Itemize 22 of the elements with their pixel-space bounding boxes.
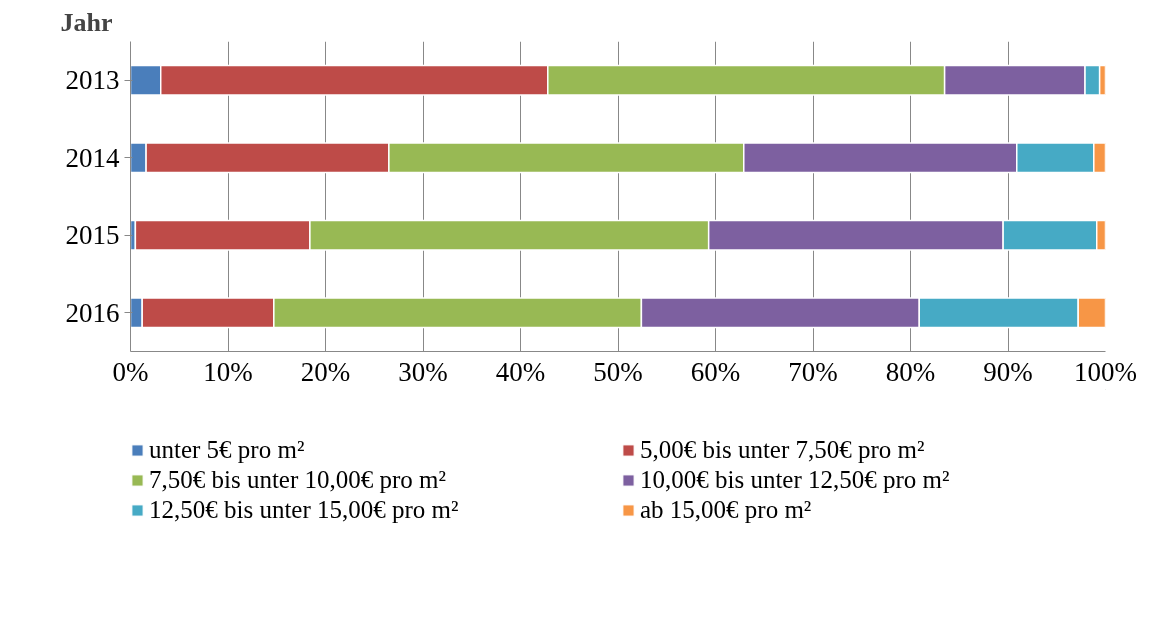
- x-tick-label: 10%: [203, 356, 253, 387]
- y-tick-label: 2013: [65, 65, 120, 96]
- legend-label: ab 15,00€ pro m²: [640, 496, 813, 524]
- legend-label: 10,00€ bis unter 12,50€ pro m²: [640, 466, 951, 494]
- x-tick-label: 40%: [495, 356, 546, 387]
- x-tick-label: 60%: [690, 356, 741, 387]
- x-tick-label: 100%: [1074, 356, 1137, 387]
- x-tick-label: 70%: [788, 356, 838, 387]
- x-tick-label: 90%: [983, 356, 1033, 387]
- legend-label: 12,50€ bis unter 15,00€ pro m²: [149, 496, 460, 524]
- x-tick-label: 50%: [593, 356, 643, 387]
- legend-label: 5,00€ bis unter 7,50€ pro m²: [640, 436, 926, 464]
- x-tick-label: 30%: [398, 356, 448, 387]
- legend-label: 7,50€ bis unter 10,00€ pro m²: [149, 466, 448, 494]
- y-tick-label: 2015: [65, 220, 120, 251]
- y-tick-label: 2014: [65, 142, 120, 173]
- legend-label: unter 5€ pro m²: [149, 436, 306, 464]
- x-tick-label: 0%: [112, 356, 149, 387]
- y-axis-title: Jahr: [60, 7, 113, 37]
- x-tick-label: 20%: [300, 356, 351, 387]
- x-tick-label: 80%: [885, 356, 936, 387]
- y-tick-label: 2016: [65, 297, 120, 328]
